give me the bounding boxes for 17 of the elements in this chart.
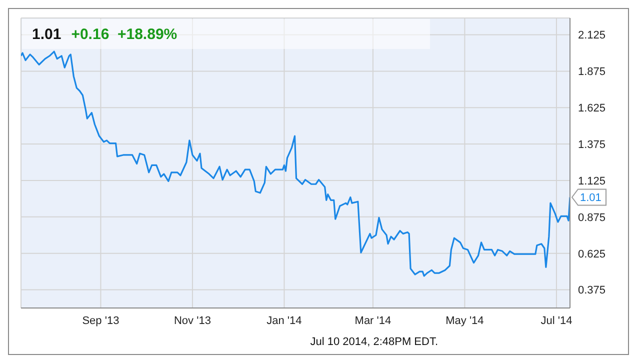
x-tick-label: Jul '14 (540, 314, 572, 327)
header-panel: 1.01 +0.16 +18.89% (22, 19, 430, 49)
y-tick-label: 0.625 (578, 248, 606, 260)
y-tick-label: 1.125 (578, 175, 606, 188)
y-tick-label: 1.375 (578, 138, 606, 151)
text: Jul 10 2014, 2:48PM EDT. (310, 336, 438, 348)
x-tick-label: May '14 (446, 314, 484, 327)
x-tick-label: Nov '13 (174, 314, 211, 327)
x-tick-label: Mar '14 (354, 314, 392, 327)
y-tick-label: 0.375 (578, 284, 606, 297)
annotation: 1.01 (580, 192, 602, 204)
x-tick-label: Sep '13 (82, 314, 120, 327)
x-tick-label: Jan '14 (266, 314, 302, 327)
y-tick-label: 0.875 (578, 212, 606, 224)
y-tick-label: 1.875 (578, 66, 606, 78)
y-tick-label: 2.125 (578, 30, 606, 42)
y-tick-label: 1.625 (578, 102, 606, 115)
